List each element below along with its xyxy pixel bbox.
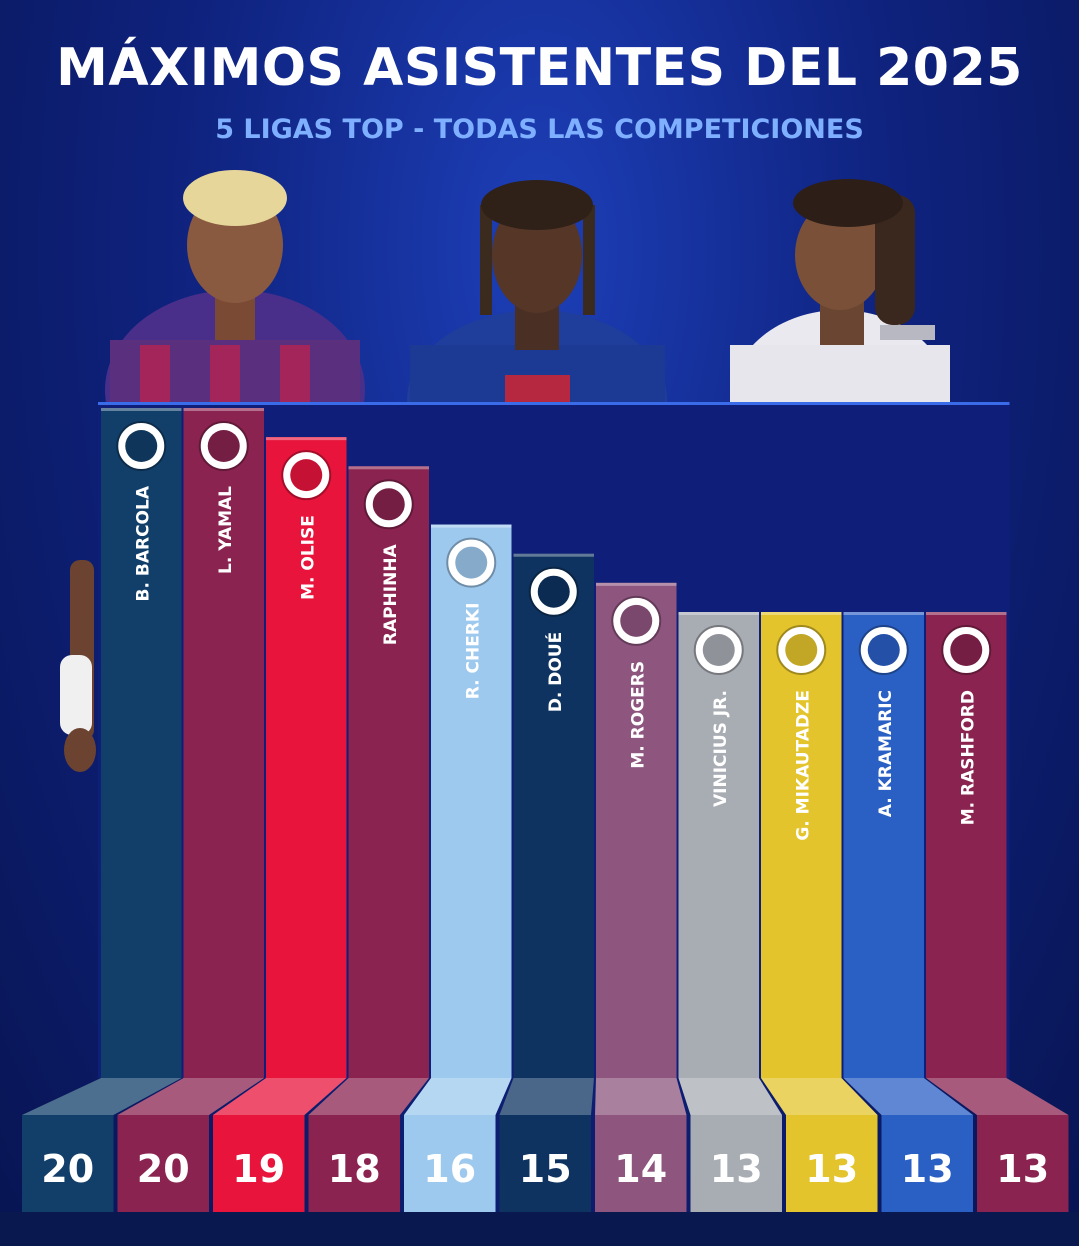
- chart-title: MÁXIMOS ASISTENTES DEL 2025: [56, 38, 1023, 98]
- bar-top-edge-2: [266, 437, 347, 441]
- bar-floor-3: [308, 1078, 429, 1115]
- value-label-6: 14: [614, 1147, 667, 1191]
- player-label-1: L. YAMAL: [216, 486, 236, 574]
- bar-5: [513, 553, 594, 1078]
- player-photo-yamal: [105, 170, 365, 410]
- badge-inner-8: [785, 634, 818, 666]
- bar-1: [183, 408, 264, 1078]
- bar-top-edge-1: [183, 408, 264, 411]
- bar-8: [761, 612, 842, 1078]
- bar-base-0: [22, 1115, 114, 1212]
- bar-top-edge-5: [513, 553, 594, 557]
- bar-top-edge-8: [761, 612, 842, 615]
- bar-top-edge-0: [101, 408, 182, 411]
- chart-floor: [0, 1212, 1079, 1246]
- chart-backdrop-edge: [98, 402, 1010, 405]
- value-label-1: 20: [137, 1147, 190, 1191]
- player-label-9: A. KRAMARIC: [876, 690, 896, 817]
- bar-floor-8: [761, 1078, 878, 1115]
- bar-0: [101, 408, 182, 1078]
- bar-2: [266, 437, 347, 1079]
- value-label-8: 13: [805, 1147, 858, 1191]
- bar-top-edge-3: [348, 466, 429, 470]
- player-label-4: R. CHERKI: [463, 603, 483, 700]
- bar-base-6: [595, 1115, 687, 1212]
- bar-floor-4: [404, 1078, 512, 1115]
- bar-6: [596, 582, 677, 1078]
- bar-floor-0: [22, 1078, 182, 1115]
- player-photo-barcola: [407, 180, 667, 410]
- bar-base-1: [117, 1115, 209, 1212]
- bar-top-edge-10: [926, 612, 1007, 615]
- bar-base-5: [499, 1115, 591, 1212]
- badge-inner-4: [455, 546, 488, 579]
- bar-base-4: [404, 1115, 496, 1212]
- player-photo-olise: [730, 179, 950, 410]
- bar-9: [843, 612, 924, 1078]
- badge-inner-5: [537, 575, 570, 608]
- bar-base-8: [786, 1115, 878, 1212]
- badge-inner-6: [620, 604, 653, 637]
- value-label-3: 18: [328, 1147, 381, 1191]
- value-label-9: 13: [901, 1147, 954, 1191]
- player-arm-decoration: [60, 560, 96, 772]
- bar-7: [678, 612, 759, 1078]
- badge-inner-0: [125, 430, 158, 462]
- value-label-2: 19: [232, 1147, 285, 1191]
- bar-base-10: [977, 1115, 1069, 1212]
- bar-floor-10: [926, 1078, 1069, 1115]
- bar-4: [431, 524, 512, 1078]
- bar-base-9: [881, 1115, 973, 1212]
- bar-floor-1: [117, 1078, 264, 1115]
- badge-inner-3: [372, 488, 405, 521]
- bar-floor-6: [595, 1078, 687, 1115]
- player-label-10: M. RASHFORD: [958, 690, 978, 825]
- value-label-10: 13: [996, 1147, 1049, 1191]
- bar-floor-9: [843, 1078, 973, 1115]
- badge-inner-1: [207, 430, 240, 462]
- bar-floor-7: [678, 1078, 782, 1115]
- player-label-2: M. OLISE: [298, 515, 318, 600]
- badge-inner-7: [702, 634, 735, 666]
- bar-floor-2: [213, 1078, 347, 1115]
- player-label-7: VINICIUS JR.: [711, 690, 731, 807]
- bar-base-7: [690, 1115, 782, 1212]
- bar-top-edge-9: [843, 612, 924, 615]
- value-label-5: 15: [519, 1147, 572, 1191]
- badge-inner-2: [290, 459, 323, 492]
- value-label-0: 20: [41, 1147, 94, 1191]
- value-label-7: 13: [710, 1147, 763, 1191]
- bar-top-edge-6: [596, 582, 677, 586]
- bar-base-2: [213, 1115, 305, 1212]
- player-label-8: G. MIKAUTADZE: [793, 690, 813, 841]
- bar-base-3: [308, 1115, 400, 1212]
- badge-inner-9: [867, 634, 900, 666]
- bar-top-edge-7: [678, 612, 759, 615]
- badge-inner-10: [950, 634, 983, 666]
- player-label-3: RAPHINHA: [381, 543, 401, 645]
- value-label-4: 16: [423, 1147, 476, 1191]
- chart-subtitle: 5 LIGAS TOP - TODAS LAS COMPETICIONES: [215, 114, 864, 145]
- bar-3: [348, 466, 429, 1078]
- bar-10: [926, 612, 1007, 1078]
- player-label-6: M. ROGERS: [628, 661, 648, 769]
- player-label-0: B. BARCOLA: [133, 485, 153, 601]
- bar-top-edge-4: [431, 524, 512, 528]
- bar-floor-5: [499, 1078, 594, 1115]
- player-label-5: D. DOUÉ: [544, 632, 566, 712]
